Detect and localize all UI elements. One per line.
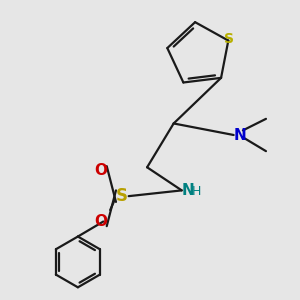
Text: O: O (94, 214, 107, 229)
Text: N: N (234, 128, 246, 142)
Text: N: N (182, 183, 194, 198)
Text: S: S (224, 32, 235, 46)
Text: S: S (116, 187, 128, 205)
Text: O: O (94, 163, 107, 178)
Text: H: H (192, 185, 202, 198)
